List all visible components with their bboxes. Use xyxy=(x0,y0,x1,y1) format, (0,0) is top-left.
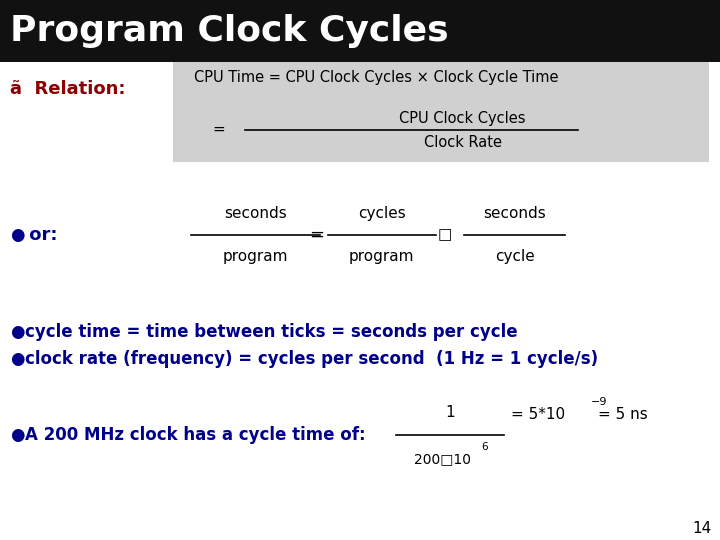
Text: cycle: cycle xyxy=(495,249,535,264)
Text: cycle time = time between ticks = seconds per cycle: cycle time = time between ticks = second… xyxy=(25,323,518,341)
Text: ●: ● xyxy=(10,226,24,244)
Text: program: program xyxy=(349,249,414,264)
Text: A 200 MHz clock has a cycle time of:: A 200 MHz clock has a cycle time of: xyxy=(25,426,366,444)
Text: = 5*10: = 5*10 xyxy=(511,407,565,422)
Text: = 5 ns: = 5 ns xyxy=(598,407,647,422)
Text: seconds: seconds xyxy=(483,206,546,221)
Text: □: □ xyxy=(438,227,452,242)
Text: or:: or: xyxy=(23,226,58,244)
Text: −9: −9 xyxy=(590,397,607,407)
Text: Program Clock Cycles: Program Clock Cycles xyxy=(10,14,449,48)
Text: CPU Time = CPU Clock Cycles × Clock Cycle Time: CPU Time = CPU Clock Cycles × Clock Cycl… xyxy=(194,70,559,85)
Text: =: = xyxy=(310,226,324,244)
Text: ã  Relation:: ã Relation: xyxy=(10,80,125,98)
Text: Clock Rate: Clock Rate xyxy=(423,134,502,150)
Text: 200□10: 200□10 xyxy=(414,452,472,466)
Text: CPU Clock Cycles: CPU Clock Cycles xyxy=(400,111,526,126)
Bar xyxy=(173,57,709,162)
Text: ●: ● xyxy=(10,350,24,368)
Text: 14: 14 xyxy=(693,521,711,536)
Text: 6: 6 xyxy=(481,442,488,452)
Text: 1: 1 xyxy=(445,404,455,420)
Text: cycles: cycles xyxy=(358,206,405,221)
Text: clock rate (frequency) = cycles per second  (1 Hz = 1 cycle/s): clock rate (frequency) = cycles per seco… xyxy=(25,350,598,368)
Text: ●: ● xyxy=(10,426,24,444)
Text: seconds: seconds xyxy=(224,206,287,221)
Text: ●: ● xyxy=(10,323,24,341)
Bar xyxy=(0,0,720,62)
Text: =: = xyxy=(212,122,225,137)
Text: program: program xyxy=(223,249,288,264)
